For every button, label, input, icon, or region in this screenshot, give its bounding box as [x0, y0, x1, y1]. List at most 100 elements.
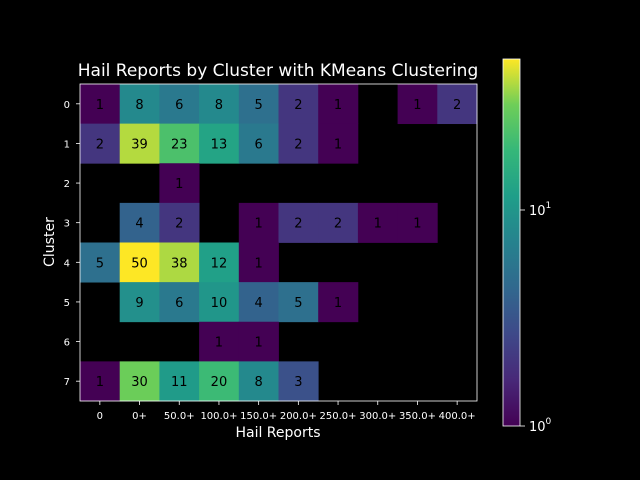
heatmap-cell: [238, 321, 279, 362]
cell-annotation: 2: [96, 137, 104, 152]
heatmap-cell: [159, 361, 200, 402]
heatmap-cell: [159, 202, 200, 243]
cell-annotation: 4: [255, 296, 263, 311]
y-tick-label: 1: [64, 139, 70, 150]
cell-annotation: 13: [211, 137, 228, 152]
cell-annotation: 2: [294, 217, 302, 232]
heatmap-cell: [80, 361, 121, 402]
cell-annotation: 2: [294, 137, 302, 152]
heatmap-cell: [318, 84, 359, 125]
heatmap-cell: [199, 282, 240, 323]
heatmap-cell: [159, 242, 200, 283]
heatmap-cell: [199, 242, 240, 283]
cell-annotation: 1: [255, 336, 263, 351]
cell-annotation: 8: [255, 375, 263, 390]
heatmap-cell: [278, 84, 319, 125]
heatmap-cell: [199, 361, 240, 402]
y-tick-label: 4: [64, 258, 70, 269]
heatmap-cell: [238, 123, 279, 164]
cell-annotation: 20: [211, 375, 228, 390]
cell-annotation: 10: [211, 296, 228, 311]
heatmap-cell: [238, 282, 279, 323]
y-tick-label: 3: [64, 219, 70, 230]
cell-annotation: 1: [413, 98, 421, 113]
x-tick-label: 300.0+: [359, 411, 396, 422]
cell-annotation: 2: [175, 217, 183, 232]
cell-annotation: 1: [96, 375, 104, 390]
cell-annotation: 1: [334, 296, 342, 311]
heatmap-cell: [159, 282, 200, 323]
heatmap-cell: [199, 84, 240, 125]
y-axis-ticks: 0 1 2 3 4 5 6 7: [64, 100, 80, 388]
heatmap-cell: [238, 202, 279, 243]
y-tick-label: 6: [64, 338, 70, 349]
cell-annotation: 1: [215, 336, 223, 351]
heatmap-cell: [397, 202, 438, 243]
cell-annotation: 6: [255, 137, 263, 152]
cell-annotation: 9: [135, 296, 143, 311]
heatmap-cell: [119, 202, 160, 243]
cell-annotation: 3: [294, 375, 302, 390]
plot-frame: [79, 83, 478, 402]
x-axis-ticks: 0 0+ 50.0+ 100.0+ 150.0+ 200.0+ 250.0+ 300.0+ 35…: [97, 401, 476, 422]
cell-annotation: 1: [334, 98, 342, 113]
chart-title: Hail Reports by Cluster with KMeans Clus…: [78, 61, 479, 81]
y-tick-label: 0: [64, 100, 70, 111]
x-tick-label: 400.0+: [439, 411, 476, 422]
cell-annotation: 38: [171, 256, 188, 271]
heatmap-cell: [80, 242, 121, 283]
heatmap-cell: [159, 123, 200, 164]
heatmap-cell: [80, 84, 121, 125]
x-tick-label: 150.0+: [240, 411, 277, 422]
heatmap-cell: [199, 123, 240, 164]
heatmap-cell: [278, 202, 319, 243]
x-tick-label: 100.0+: [200, 411, 237, 422]
cell-annotation: 5: [255, 98, 263, 113]
cell-annotation: 2: [294, 98, 302, 113]
heatmap-cells: [80, 84, 478, 402]
x-tick-label: 350.0+: [399, 411, 436, 422]
cell-annotation: 1: [255, 217, 263, 232]
heatmap-cell: [238, 242, 279, 283]
cell-annotation: 2: [334, 217, 342, 232]
heatmap-cell: [119, 84, 160, 125]
heatmap-cell: [238, 361, 279, 402]
cell-annotation: 12: [211, 256, 228, 271]
cell-annotation: 30: [131, 375, 148, 390]
heatmap-cell: [199, 321, 240, 362]
heatmap-cell: [278, 282, 319, 323]
heatmap-cell: [80, 123, 121, 164]
cell-annotation: 8: [215, 98, 223, 113]
colorbar-ticks: 100 101: [520, 201, 552, 435]
cell-annotations: 1 8 6 8 5 2 1 1 22 39 23 13 6 2 114 2 1 2 2 1 15 50 38 12 19 6 10 4…: [96, 98, 462, 390]
cell-annotation: 1: [334, 137, 342, 152]
y-tick-label: 7: [64, 377, 70, 388]
heatmap-cell: [159, 84, 200, 125]
heatmap-cell: [318, 282, 359, 323]
cell-annotation: 2: [453, 98, 461, 113]
cell-annotation: 6: [175, 98, 183, 113]
heatmap-cell: [437, 84, 478, 125]
heatmap-cell: [278, 361, 319, 402]
x-axis-label: Hail Reports: [235, 425, 320, 441]
cell-annotation: 50: [131, 256, 148, 271]
colorbar-tick-label: 100: [529, 417, 552, 435]
heatmap-cell: [119, 361, 160, 402]
heatmap-cell: [357, 202, 398, 243]
heatmap-cell: [278, 123, 319, 164]
cell-annotation: 6: [175, 296, 183, 311]
cell-annotation: 23: [171, 137, 188, 152]
x-tick-label: 250.0+: [320, 411, 357, 422]
y-tick-label: 5: [64, 298, 70, 309]
cell-annotation: 1: [96, 98, 104, 113]
heatmap-cell: [159, 163, 200, 204]
cell-annotation: 5: [294, 296, 302, 311]
x-tick-label: 200.0+: [280, 411, 317, 422]
cell-annotation: 1: [255, 256, 263, 271]
heatmap-cell: [119, 123, 160, 164]
heatmap-cell: [119, 282, 160, 323]
cell-annotation: 1: [374, 217, 382, 232]
cell-annotation: 8: [135, 98, 143, 113]
heatmap-cell: [119, 242, 160, 283]
